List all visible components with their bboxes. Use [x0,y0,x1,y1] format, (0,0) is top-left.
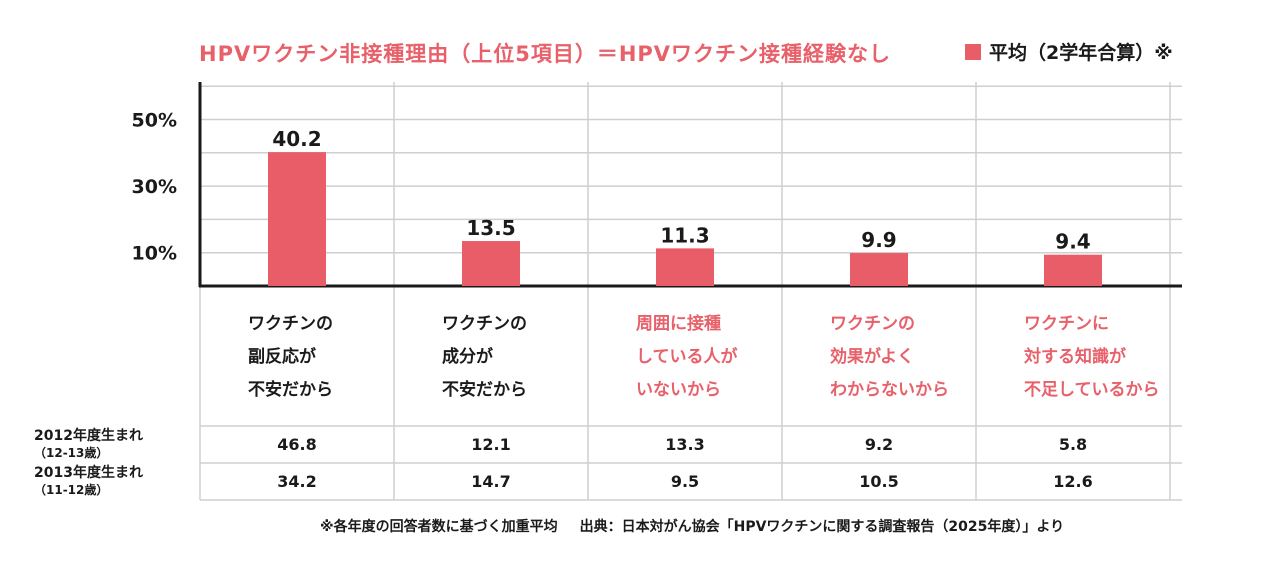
category-label-line: ワクチンの [830,314,915,334]
table-cell: 34.2 [277,472,317,491]
legend-label: 平均（2学年合算）※ [989,42,1173,64]
table-cell: 12.6 [1053,472,1093,491]
bar [268,152,326,286]
bar-value-label: 9.4 [1055,230,1090,254]
table-row-label-sub: （11-12歳） [34,483,109,497]
category-label-line: 周囲に接種 [636,314,721,334]
category-label-line: 副反応が [248,347,316,367]
category-label-line: している人が [636,347,738,367]
category-label-line: わからないから [830,380,949,400]
table-cell: 13.3 [665,435,705,454]
category-label: 周囲に接種している人が いないから [588,308,782,418]
bar-value-label: 11.3 [660,223,709,247]
category-label-line: ワクチンに [1024,314,1109,334]
bar-value-label: 40.2 [272,127,321,151]
category-label-line: 不足しているから [1024,380,1160,400]
category-label: ワクチンの副反応が不安だから [200,308,394,418]
footnote: ※各年度の回答者数に基づく加重平均 出典：日本対がん協会「HPVワクチンに関する調… [320,516,1064,536]
category-label-line: いないから [636,380,721,400]
category-label-line: ワクチンの [248,314,333,334]
table-cell: 46.8 [277,435,317,454]
y-tick-label: 50% [132,110,177,132]
bar [656,248,714,286]
bar [850,253,908,286]
category-label-line: 不安だから [248,380,333,400]
table-row-label-main: 2013年度生まれ [34,465,143,481]
category-label-line: ワクチンの [442,314,527,334]
table-cell: 5.8 [1058,435,1088,454]
table-cell: 12.1 [471,435,511,454]
bar-value-label: 13.5 [466,216,515,240]
legend: 平均（2学年合算）※ [965,38,1173,65]
table-row-label: 2012年度生まれ （12-13歳） [34,427,143,461]
footnote-note: ※各年度の回答者数に基づく加重平均 [320,519,558,535]
table-cell: 10.5 [859,472,899,491]
table-row-label-main: 2012年度生まれ [34,428,143,444]
bar [462,241,520,286]
category-label: ワクチンの成分が不安だから [394,308,588,418]
bar-value-label: 9.9 [861,228,896,252]
legend-swatch [965,43,981,60]
category-label-line: 成分が [442,347,493,367]
table-cell: 14.7 [471,472,511,491]
y-tick-label: 10% [132,243,177,265]
footnote-source: 出典：日本対がん協会「HPVワクチンに関する調査報告（2025年度）」より [579,519,1065,535]
category-label: ワクチンに対する知識が不足しているから [976,308,1170,418]
category-label-line: 対する知識が [1024,347,1126,367]
category-label-line: 不安だから [442,380,527,400]
bar [1044,254,1102,286]
table-cell: 9.2 [864,435,894,454]
y-tick-label: 30% [132,176,177,198]
category-label: ワクチンの効果がよくわからないから [782,308,976,418]
table-row-label-sub: （12-13歳） [34,446,109,460]
category-label-line: 効果がよく [830,347,915,367]
table-cell: 9.5 [670,472,700,491]
table-row-label: 2013年度生まれ （11-12歳） [34,464,143,498]
chart-title: HPVワクチン非接種理由（上位5項目）＝HPVワクチン接種経験なし [199,42,892,66]
